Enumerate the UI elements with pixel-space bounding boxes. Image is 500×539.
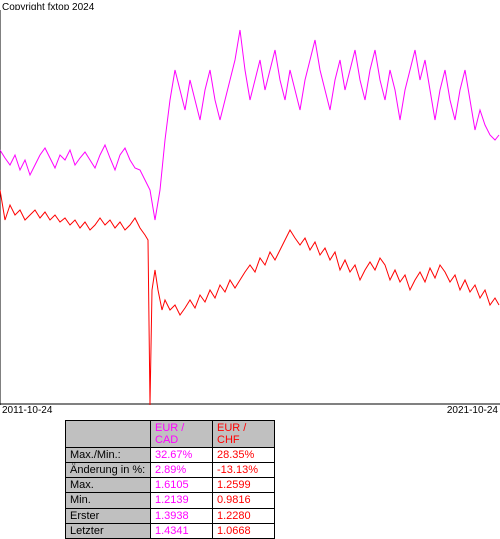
table-row: Max.1.61051.2599 xyxy=(66,478,275,493)
table-header-row: EUR / CAD EUR / CHF xyxy=(66,421,275,448)
cell-a: 1.3938 xyxy=(151,508,213,523)
xaxis-end: 2021-10-24 xyxy=(447,405,498,416)
cell-b: 0.9816 xyxy=(213,493,275,508)
header-blank xyxy=(66,421,151,448)
row-label: Änderung in %: xyxy=(66,463,151,478)
cell-b: 28.35% xyxy=(213,448,275,463)
row-label: Max./Min.: xyxy=(66,448,151,463)
cell-b: -13.13% xyxy=(213,463,275,478)
table-row: Max./Min.:32.67%28.35% xyxy=(66,448,275,463)
header-col-b: EUR / CHF xyxy=(213,421,275,448)
cell-a: 2.89% xyxy=(151,463,213,478)
cell-a: 1.2139 xyxy=(151,493,213,508)
stats-table: EUR / CAD EUR / CHF Max./Min.:32.67%28.3… xyxy=(65,420,275,539)
cell-b: 1.2599 xyxy=(213,478,275,493)
cell-a: 1.6105 xyxy=(151,478,213,493)
row-label: Max. xyxy=(66,478,151,493)
cell-a: 32.67% xyxy=(151,448,213,463)
header-col-a: EUR / CAD xyxy=(151,421,213,448)
row-label: Min. xyxy=(66,493,151,508)
cell-a: 1.4341 xyxy=(151,523,213,538)
chart-svg xyxy=(0,10,500,405)
table-row: Änderung in %:2.89%-13.13% xyxy=(66,463,275,478)
table-row: Letzter1.43411.0668 xyxy=(66,523,275,538)
table-row: Erster1.39381.2280 xyxy=(66,508,275,523)
chart-area xyxy=(0,10,500,405)
xaxis-start: 2011-10-24 xyxy=(2,405,52,416)
table-row: Min.1.21390.9816 xyxy=(66,493,275,508)
row-label: Letzter xyxy=(66,523,151,538)
cell-b: 1.0668 xyxy=(213,523,275,538)
cell-b: 1.2280 xyxy=(213,508,275,523)
row-label: Erster xyxy=(66,508,151,523)
